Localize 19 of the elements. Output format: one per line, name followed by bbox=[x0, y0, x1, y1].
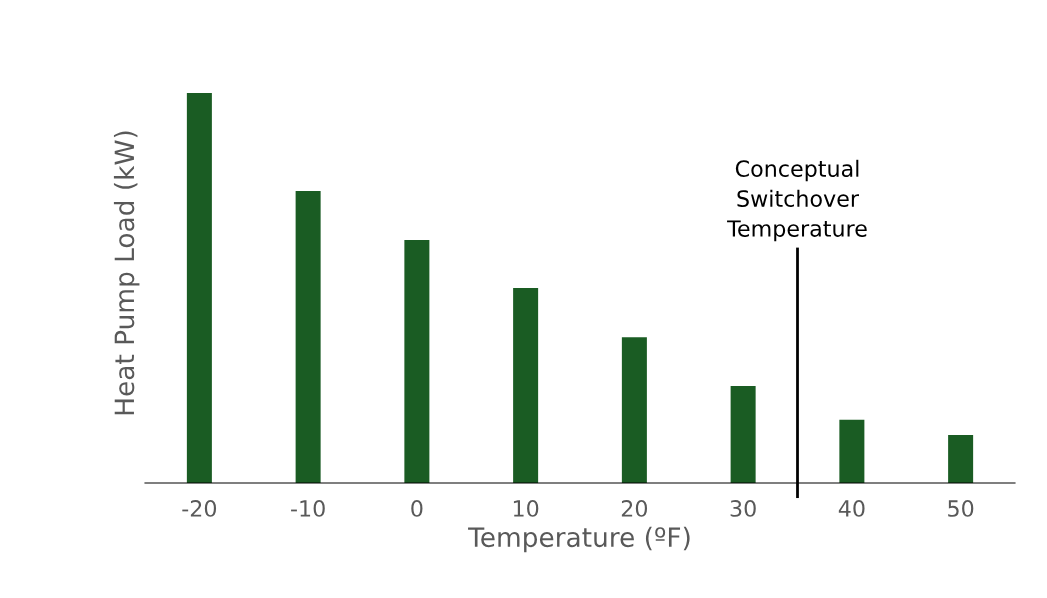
bar bbox=[513, 288, 539, 483]
y-axis-title: Heat Pump Load (kW) bbox=[113, 131, 140, 415]
x-tick-label: 50 bbox=[948, 500, 974, 517]
bar bbox=[186, 93, 212, 483]
x-tick-label: 10 bbox=[513, 500, 539, 517]
x-tick-label: -10 bbox=[291, 500, 325, 517]
bar bbox=[404, 240, 430, 483]
x-tick-label: 30 bbox=[730, 500, 756, 517]
ref-line-label: Conceptual Switchover Temperature bbox=[727, 159, 867, 242]
bar bbox=[839, 419, 865, 483]
bar bbox=[948, 435, 974, 483]
x-tick-label: -20 bbox=[182, 500, 217, 517]
x-axis-title: Temperature (ºF) bbox=[468, 526, 690, 553]
x-tick-label: 0 bbox=[411, 500, 423, 517]
x-tick-label: 40 bbox=[838, 500, 865, 517]
bar bbox=[730, 385, 756, 483]
bar bbox=[295, 190, 321, 483]
x-tick-label: 20 bbox=[621, 500, 648, 517]
bar bbox=[621, 337, 647, 483]
